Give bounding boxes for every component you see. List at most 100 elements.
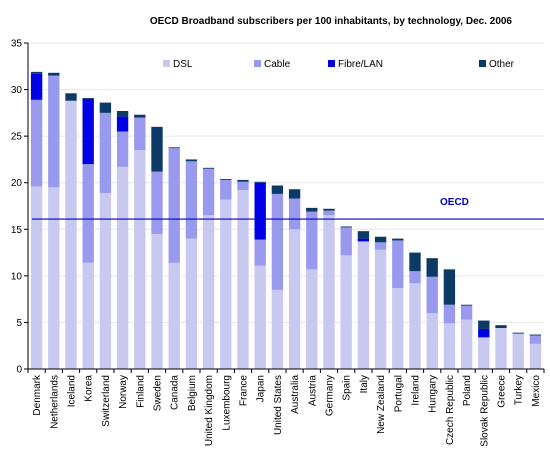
bar-segment-cable-germany [323,210,335,216]
bar-segment-other-canada [168,147,180,149]
bar-segment-other-iceland [65,93,77,101]
bar-segment-dsl-germany [323,215,335,369]
x-category-label: Mexico [531,375,542,407]
bar-segment-other-italy [357,231,370,239]
axes: 0 5 10 15 20 25 30 35 Denmark Netherlands Iceland K… [11,39,545,447]
bar-segment-dsl-spain [340,255,352,369]
y-tick-label: 5 [16,318,22,329]
bar-segment-dsl-france [237,190,249,369]
bar-stacks [30,71,542,369]
bar-segment-dsl-slovak-republic [478,337,490,369]
x-category-label: Czech Republic [445,375,456,445]
bar-segment-cable-japan [254,239,266,266]
x-category-label: Iceland [67,375,78,407]
x-category-label: Switzerland [101,375,112,427]
chart-title: OECD Broadband subscribers per 100 inhab… [150,16,513,27]
bar-segment-dsl-portugal [392,287,404,369]
bar-segment-other-switzerland [99,102,112,113]
x-category-label: Italy [359,375,370,393]
bar-segment-dsl-australia [288,229,301,369]
x-category-label: Finland [135,375,146,408]
bar-segment-cable-france [237,181,249,191]
bar-segment-cable-poland [460,305,473,320]
x-category-label: Poland [462,375,473,406]
y-tick-label: 0 [16,365,22,376]
bar-segment-cable-netherlands [48,75,60,188]
gridlines [28,42,544,323]
bar-segment-other-poland [460,304,473,306]
bar-segment-dsl-canada [168,262,180,369]
bar-segment-other-austria [306,207,318,212]
x-category-label: Korea [84,375,95,402]
bar-segment-dsl-netherlands [48,187,60,369]
bar-segment-cable-portugal [392,240,404,288]
x-category-label: Denmark [32,374,43,416]
bar-segment-cable-denmark [30,99,43,187]
bar-segment-dsl-austria [306,269,318,369]
x-category-label: United Kingdom [204,375,215,446]
bar-segment-dsl-sweden [151,233,163,369]
bar-segment-other-belgium [185,159,198,162]
bar-segment-cable-united-kingdom [202,168,215,216]
bar-segment-dsl-japan [254,265,266,369]
bar-segment-cable-czech-republic [443,304,456,324]
bar-segment-other-netherlands [48,72,60,76]
bar-segment-dsl-norway [116,166,129,369]
x-category-label: Netherlands [49,375,60,429]
x-category-label: Slovak Republic [479,375,490,447]
y-tick-label: 20 [11,178,23,189]
x-category-label: Norway [118,375,129,409]
bar-segment-cable-australia [288,198,301,230]
bar-segment-fibre-lan-korea [82,98,94,165]
x-category-label: Greece [497,375,508,408]
legend-swatch-dsl [163,60,170,67]
y-tick-label: 35 [11,39,23,50]
bar-segment-other-finland [134,114,146,118]
x-category-label: Hungary [428,375,439,413]
x-category-label: Austria [307,375,318,407]
bar-segment-dsl-turkey [512,333,524,369]
x-category-label: Sweden [153,375,164,411]
x-category-label: Portugal [393,375,404,412]
bar-segment-other-portugal [392,238,404,241]
bar-segment-fibre-lan-denmark [30,73,43,100]
x-category-label: Canada [170,375,181,410]
legend-label: Cable [264,59,291,70]
bar-segment-dsl-mexico [529,343,542,369]
bar-segment-cable-spain [340,227,352,256]
bar-segment-cable-korea [82,164,94,263]
bar-segment-other-japan [254,181,266,183]
bar-segment-cable-belgium [185,161,198,239]
x-category-label: Turkey [514,375,525,405]
y-tick-label: 30 [11,85,23,96]
bar-segment-other-united-kingdom [202,167,215,169]
oecd-average-label: OECD [440,197,469,208]
bar-segment-cable-united-states [271,193,284,290]
bar-segment-dsl-hungary [426,313,438,369]
bar-segment-cable-switzerland [99,112,112,193]
bar-segment-cable-finland [134,117,146,151]
x-category-label: Ireland [411,375,422,406]
bar-segment-fibre-lan-norway [116,116,129,132]
bar-segment-cable-luxembourg [220,179,232,200]
x-category-label: France [239,375,250,407]
y-tick-label: 15 [11,225,23,236]
bar-segment-dsl-belgium [185,238,198,369]
bar-segment-dsl-iceland [65,100,77,369]
bar-segment-dsl-new-zealand [374,249,387,369]
x-category-label: Spain [342,375,353,401]
bar-segment-other-spain [340,226,352,228]
bar-segment-other-france [237,179,249,182]
bar-segment-cable-hungary [426,276,438,314]
bar-segment-cable-norway [116,131,129,167]
legend-label: Other [489,59,515,70]
oecd-average: OECD [32,197,544,220]
bar-segment-other-ireland [409,252,421,272]
legend-swatch-fibre-lan [328,60,335,67]
bar-segment-dsl-united-states [271,289,284,369]
bar-segment-other-turkey [512,332,524,334]
bar-segment-dsl-poland [460,319,473,369]
x-category-label: Japan [256,375,267,402]
bar-segment-dsl-italy [357,241,370,369]
